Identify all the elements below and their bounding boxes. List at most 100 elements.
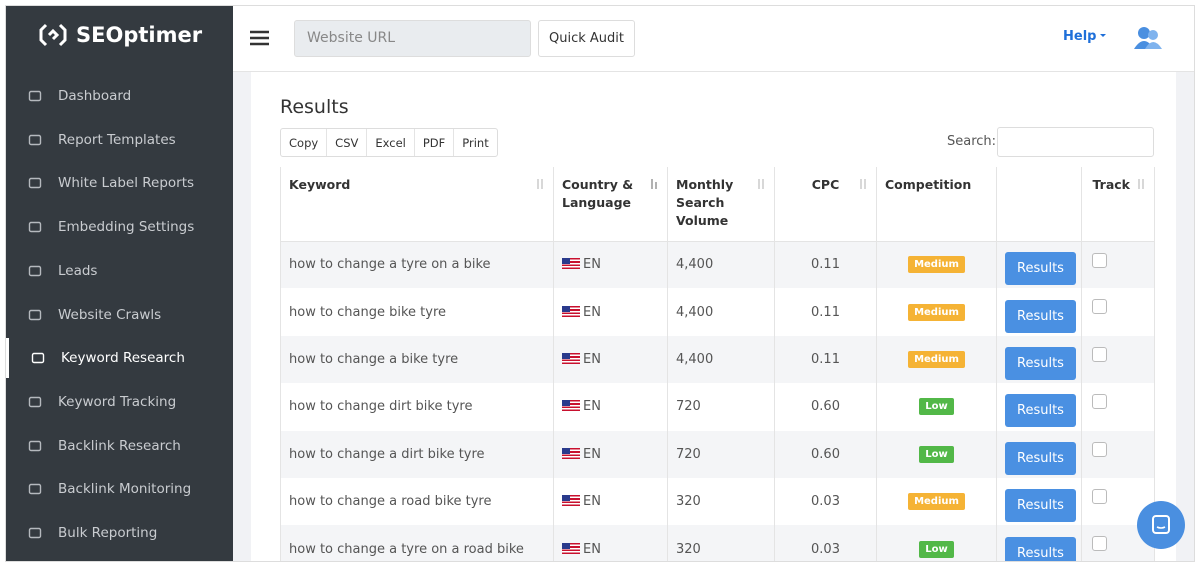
action-cell: Results [996,525,1082,561]
export-button[interactable]: Copy [281,129,328,156]
col-keyword[interactable]: Keyword [280,167,554,242]
export-button[interactable]: PDF [415,129,455,156]
results-button[interactable]: Results [1005,346,1076,380]
col-volume[interactable]: Monthly Search Volume [667,167,775,242]
nav-label: Backlink Monitoring [58,481,192,498]
search-label: Search: [947,134,997,149]
nav-item[interactable]: Report Templates [6,120,233,160]
keyword-cell: how to change a dirt bike tyre [280,430,554,478]
help-menu[interactable]: Help [1063,29,1110,44]
sort-icon [537,179,543,189]
nav-icon [28,178,42,189]
brand[interactable]: SEOptimer [38,22,202,48]
result-row: how to change a dirt bike tyre EN 720 0.60 L… [280,430,1155,478]
track-checkbox[interactable] [1092,394,1107,410]
track-cell [1081,288,1155,336]
col-cpc[interactable]: CPC [774,167,877,242]
track-checkbox[interactable] [1092,346,1107,362]
competition-cell: Medium [876,477,997,526]
nav-icon [28,265,42,276]
col-track[interactable]: Track [1081,167,1155,242]
header-label: Monthly Search Volume [676,177,734,228]
keyword-cell: how to change dirt bike tyre [280,383,554,431]
language: EN [583,541,601,557]
keyword-cell: how to change a tyre on a road bike [280,525,554,561]
nav-item[interactable]: Keyword Research [6,338,233,379]
results-button[interactable]: Results [1005,252,1076,286]
country-cell: EN [553,288,668,336]
competition-cell: Medium [876,288,997,336]
header-label: Country & Language [562,177,634,210]
result-row: how to change a road bike tyre EN 320 0.03 M… [280,477,1155,526]
track-checkbox[interactable] [1092,299,1107,315]
header-row: Keyword Country & Language Monthly Searc… [280,167,1155,242]
export-button[interactable]: Print [462,136,489,150]
col-country[interactable]: Country & Language [553,167,668,242]
action-cell: Results [996,477,1082,526]
action-cell: Results [996,430,1082,478]
flag-icon [562,495,580,507]
nav-item[interactable]: Backlink Monitoring [6,469,233,509]
results-button[interactable]: Results [1005,441,1076,475]
nav-icon [28,221,42,233]
cpc-cell: 0.60 [774,383,877,431]
competition-badge: Medium [908,256,965,274]
volume-cell: 4,400 [667,241,775,289]
results-button[interactable]: Results [1005,299,1076,333]
export-button[interactable]: CSV [327,129,368,156]
result-row: how to change bike tyre EN 4,400 0.11 Medium… [280,288,1155,336]
result-row: how to change a tyre on a bike EN 4,400 0.1… [280,241,1155,289]
volume-cell: 4,400 [667,335,775,384]
nav-item[interactable]: Embedding Settings [6,207,233,247]
cpc-cell: 0.03 [774,525,877,561]
nav-label: White Label Reports [58,175,195,192]
language: EN [583,494,601,510]
cpc-cell: 0.60 [774,430,877,478]
nav-label: Embedding Settings [58,219,195,236]
volume-cell: 720 [667,383,775,431]
competition-badge: Low [919,540,954,558]
nav-item[interactable]: Leads [6,251,233,291]
action-cell: Results [996,241,1082,289]
chat-button[interactable] [1137,501,1185,549]
menu-icon[interactable] [250,30,270,46]
sort-icon [1138,179,1144,189]
competition-badge: Medium [908,493,965,511]
results-button[interactable]: Results [1005,536,1076,561]
nav-item[interactable]: Bulk Reporting [6,513,233,553]
quick-audit-button[interactable]: Quick Audit [538,20,635,57]
nav-item[interactable]: Dashboard [6,76,233,116]
nav-icon [28,484,42,495]
sort-icon [860,179,866,189]
export-button[interactable]: Excel [367,129,415,156]
results-button[interactable]: Results [1005,394,1076,428]
header-label: Keyword [289,177,351,192]
url-input[interactable]: Website URL [294,20,531,57]
nav-label: Bulk Reporting [58,525,158,541]
nav-item[interactable]: Backlink Research [6,426,233,466]
track-checkbox[interactable] [1092,252,1107,268]
header-label: CPC [811,177,840,192]
competition-badge: Medium [908,350,965,368]
track-checkbox[interactable] [1092,441,1107,457]
competition-badge: Medium [908,303,965,321]
col-action [996,167,1082,242]
track-checkbox[interactable] [1092,536,1107,552]
nav-item[interactable]: Keyword Tracking [6,382,233,422]
flag-icon [562,305,580,317]
track-checkbox[interactable] [1092,488,1107,504]
language: EN [583,351,601,367]
nav-item[interactable]: White Label Reports [6,163,233,203]
competition-cell: Low [876,430,997,478]
user-icon[interactable] [1133,25,1163,51]
nav-label: Keyword Research [61,350,185,367]
nav-item[interactable]: Website Crawls [6,295,233,335]
language: EN [583,304,601,320]
cpc-cell: 0.03 [774,477,877,526]
search-input[interactable] [997,127,1154,157]
app: SEOptimer Dashboard Report Templates White… [5,5,1195,562]
competition-cell: Low [876,525,997,561]
results-button[interactable]: Results [1005,489,1076,523]
results-card: Results Copy CSV Excel PDF Print Search: Key… [251,72,1176,561]
language: EN [583,399,601,415]
